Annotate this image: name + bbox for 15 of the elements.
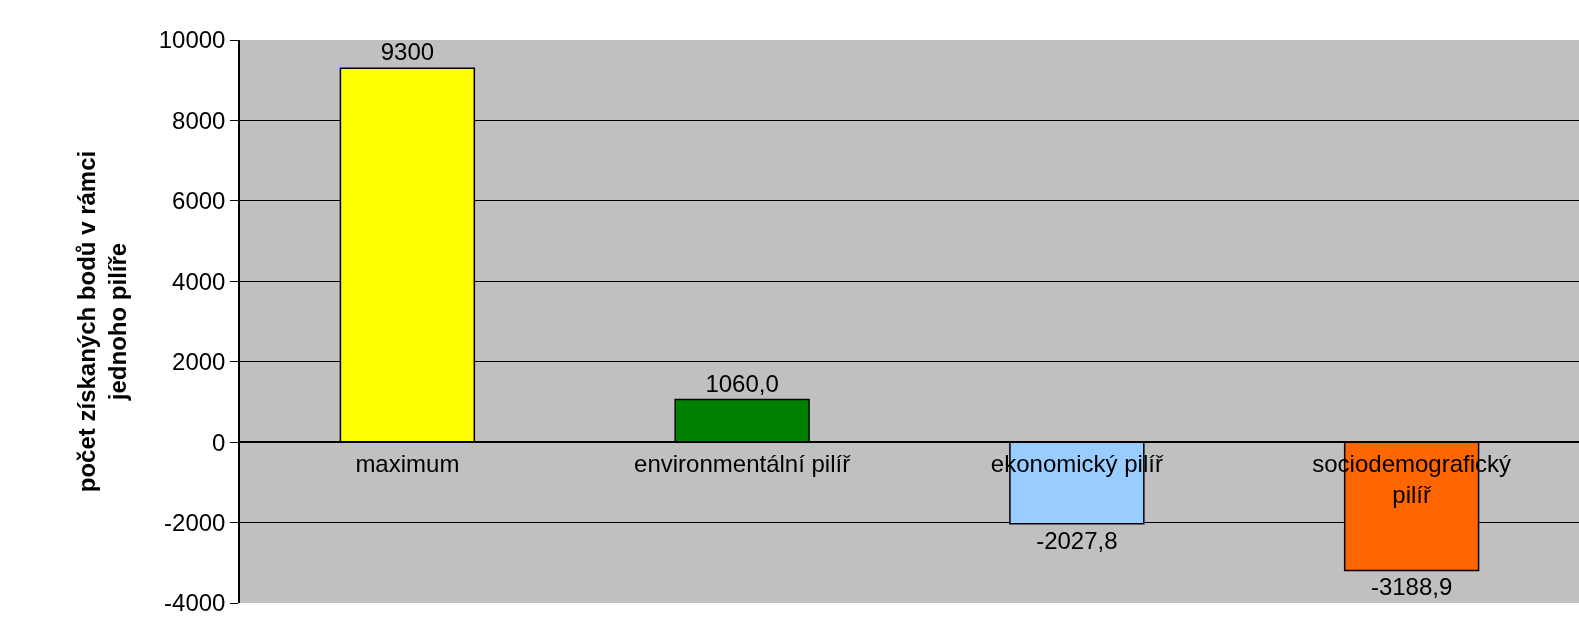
y-tick-label: -4000 [164, 589, 226, 617]
data-label: 9300 [380, 38, 435, 66]
data-label: 1060,0 [705, 369, 779, 397]
x-tick-label: maximum [355, 449, 460, 477]
x-tick-label: environmentální pilíř [634, 449, 852, 477]
data-label: -3188,9 [1370, 573, 1453, 601]
y-tick-label: 6000 [172, 187, 226, 215]
y-tick-label: 10000 [158, 26, 226, 54]
y-tick-label: 4000 [172, 267, 226, 295]
y-tick-label: 2000 [172, 348, 226, 376]
y-axis-title: počet získaných bodů v rámci jednoho pilíře [73, 150, 132, 493]
y-tick-label: 8000 [172, 106, 226, 134]
data-label: -2027,8 [1036, 526, 1118, 554]
y-tick-label: -2000 [164, 508, 226, 536]
y-tick-label: 0 [212, 428, 226, 456]
